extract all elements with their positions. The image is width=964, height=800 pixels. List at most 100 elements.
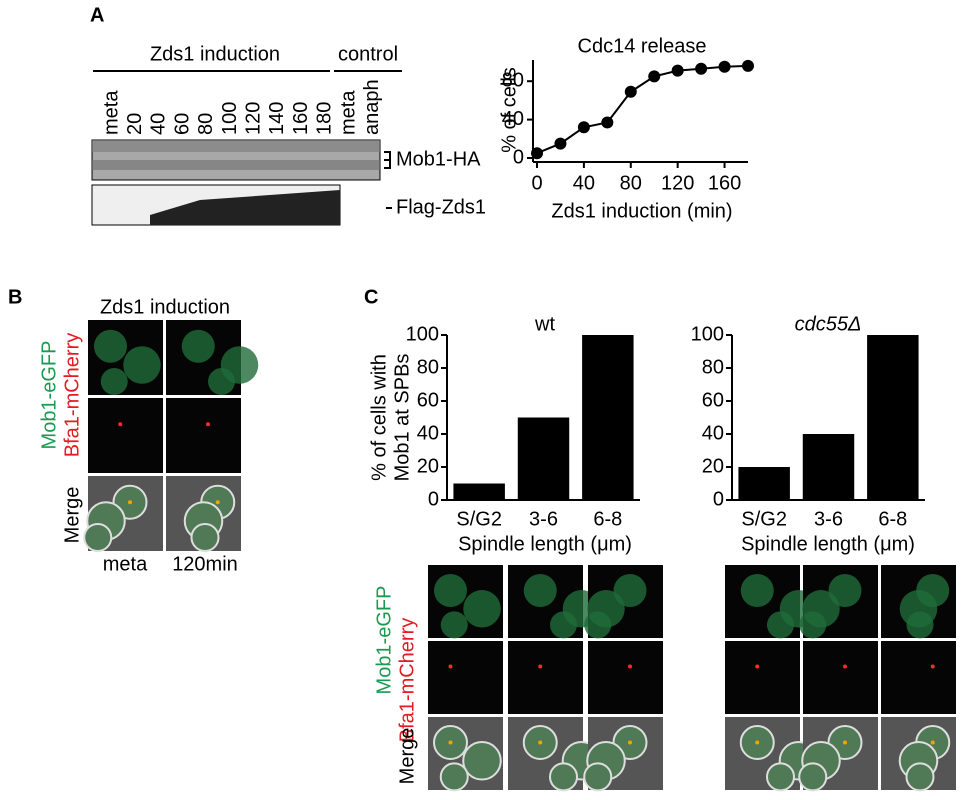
cell: [766, 762, 795, 792]
bar: [867, 335, 919, 500]
panel-label: C: [364, 286, 378, 308]
x-axis-label: Spindle length (μm): [458, 533, 632, 555]
cell: [181, 329, 215, 363]
point: [695, 62, 708, 75]
y-axis-label: % of cells with: [368, 354, 390, 481]
bar: [738, 467, 790, 500]
blot-band: [150, 190, 340, 225]
cell: [123, 346, 161, 384]
micrograph: [508, 641, 583, 714]
micrograph: [588, 641, 663, 714]
lane-label: 180: [314, 102, 336, 135]
lane-label: anaph: [361, 79, 383, 135]
bar: [517, 417, 570, 500]
blot-band: [92, 140, 380, 152]
spot: [118, 422, 123, 427]
x-tick-label: S/G2: [456, 508, 502, 530]
point: [531, 147, 543, 160]
x-tick-label: 80: [620, 172, 642, 194]
y-tick-label: 40: [417, 422, 439, 444]
micrograph: [725, 641, 800, 714]
spot: [930, 664, 935, 669]
y-tick-label: 100: [406, 323, 439, 345]
spot: [628, 740, 632, 745]
cell: [94, 329, 127, 363]
chart-title: Cdc14 release: [578, 35, 707, 57]
y-tick-label: 80: [417, 356, 439, 378]
cell: [439, 762, 469, 792]
point: [718, 60, 731, 73]
channel-label: Bfa1-mCherry: [61, 333, 83, 457]
lane-label: 60: [171, 113, 193, 135]
blot-band: [92, 160, 380, 170]
point: [577, 121, 590, 134]
lane-label: 160: [290, 102, 312, 135]
spot: [755, 740, 760, 745]
micrograph: [88, 398, 163, 473]
y-tick-label: 20: [702, 455, 724, 477]
x-tick-label: 3-6: [814, 508, 843, 530]
cell: [83, 523, 113, 552]
lane-label: 120: [242, 102, 264, 135]
y-tick-label: 0: [713, 488, 724, 510]
band-label: Flag-Zds1: [396, 196, 486, 218]
lane-label: 20: [124, 113, 146, 135]
cell: [767, 611, 794, 639]
blot-group-label: Zds1 induction: [150, 43, 280, 65]
band-label: Mob1-HA: [396, 148, 481, 170]
spot: [538, 740, 543, 745]
channel-label: Bfa1-mCherry: [396, 618, 418, 742]
channel-label: Mob1-eGFP: [373, 586, 395, 695]
spot: [755, 664, 760, 669]
bar: [582, 335, 634, 500]
x-tick-label: 120: [661, 172, 694, 194]
y-axis-label: % of cells: [498, 67, 520, 153]
micrograph: [803, 641, 878, 714]
bar: [453, 483, 505, 500]
cell: [463, 590, 501, 628]
x-axis-label: Spindle length (μm): [741, 533, 915, 555]
x-tick-label: 40: [573, 172, 595, 194]
cell: [798, 762, 828, 792]
cell: [905, 762, 935, 792]
panel-label: A: [90, 4, 104, 26]
y-tick-label: 40: [502, 108, 524, 130]
point: [554, 137, 567, 150]
x-tick-label: 3-6: [529, 508, 558, 530]
cell: [799, 611, 827, 639]
point: [671, 64, 684, 77]
spot: [128, 500, 132, 505]
channel-label: Merge: [61, 487, 83, 544]
y-tick-label: 80: [702, 356, 724, 378]
cell: [208, 368, 235, 395]
point: [742, 59, 754, 72]
lane-label: 40: [148, 113, 170, 135]
cell: [523, 574, 557, 608]
y-axis-label: Mob1 at SPBs: [391, 354, 413, 482]
spot: [448, 740, 453, 745]
cell: [462, 741, 502, 781]
chart-title: wt: [534, 313, 555, 335]
micrograph: [428, 641, 503, 714]
spot: [538, 664, 543, 669]
blot-group-label: control: [338, 43, 398, 65]
y-tick-label: 0: [428, 488, 439, 510]
cell: [583, 762, 613, 792]
x-axis-label: Zds1 induction (min): [551, 200, 732, 222]
point: [601, 116, 614, 129]
y-tick-label: 60: [702, 389, 724, 411]
cell: [906, 611, 934, 639]
lane-label: 80: [195, 113, 217, 135]
micrograph: [166, 398, 241, 473]
channel-label: Mob1-eGFP: [38, 341, 60, 450]
cell: [740, 574, 774, 608]
x-tick-label: S/G2: [741, 508, 787, 530]
y-tick-label: 100: [691, 323, 724, 345]
cell: [434, 574, 467, 608]
cell: [550, 611, 577, 639]
channel-label: Merge: [396, 728, 418, 785]
spot: [206, 422, 210, 427]
lane-label: 100: [219, 102, 241, 135]
cell: [190, 523, 220, 552]
